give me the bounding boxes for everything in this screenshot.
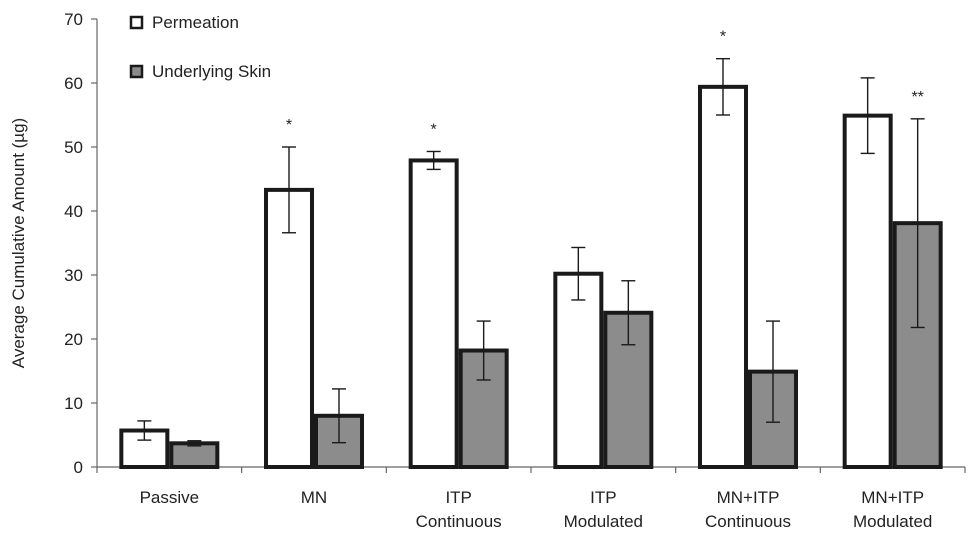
legend-label-underlying-skin: Underlying Skin	[152, 62, 271, 81]
y-tick-label: 0	[74, 458, 83, 477]
y-tick-label: 10	[64, 394, 83, 413]
y-axis-label: Average Cumulative Amount (µg)	[9, 118, 28, 368]
bar-underlying-skin	[458, 348, 509, 469]
x-tick-label: ITP Modulated	[564, 488, 643, 531]
legend: Permeation Underlying Skin	[129, 13, 271, 81]
significance-marker: *	[286, 117, 292, 134]
y-tick-label: 70	[64, 10, 83, 29]
significance-marker: *	[720, 29, 726, 46]
bar-permeation	[842, 113, 893, 469]
x-tick-label-line: ITP	[590, 488, 616, 507]
x-tick-label-line: MN+ITP	[717, 488, 780, 507]
legend-label-permeation: Permeation	[152, 13, 239, 32]
x-tick-label: Passive	[140, 488, 200, 507]
x-tick-label-line: Modulated	[564, 512, 643, 531]
bar-underlying-skin	[603, 310, 654, 470]
bar-permeation	[553, 271, 604, 469]
bar-permeation	[264, 187, 314, 469]
x-tick-label-line: Modulated	[853, 512, 932, 531]
x-tick-label-line: ITP	[445, 488, 471, 507]
significance-marker: **	[911, 89, 923, 106]
legend-swatch-underlying-skin	[129, 64, 144, 79]
x-tick-label-line: Continuous	[416, 512, 502, 531]
x-tick-label-line: MN	[301, 488, 327, 507]
x-tick-label-line: Passive	[140, 488, 200, 507]
x-tick-label: MN+ITP Modulated	[853, 488, 932, 531]
y-tick-label: 60	[64, 74, 83, 93]
bar-permeation	[408, 158, 459, 469]
y-tick-label: 40	[64, 202, 83, 221]
bar-permeation	[698, 84, 748, 469]
x-tick-label-line: Continuous	[705, 512, 791, 531]
bar-underlying-skin	[169, 441, 220, 470]
y-tick-label: 30	[64, 266, 83, 285]
x-tick-label: MN	[301, 488, 327, 507]
x-tick-label: MN+ITP Continuous	[705, 488, 791, 531]
y-tick-label: 50	[64, 138, 83, 157]
x-tick-label-line: MN+ITP	[861, 488, 924, 507]
y-tick-label: 20	[64, 330, 83, 349]
significance-marker: *	[431, 121, 437, 138]
legend-swatch-permeation	[129, 15, 144, 30]
x-tick-label: ITP Continuous	[416, 488, 502, 531]
